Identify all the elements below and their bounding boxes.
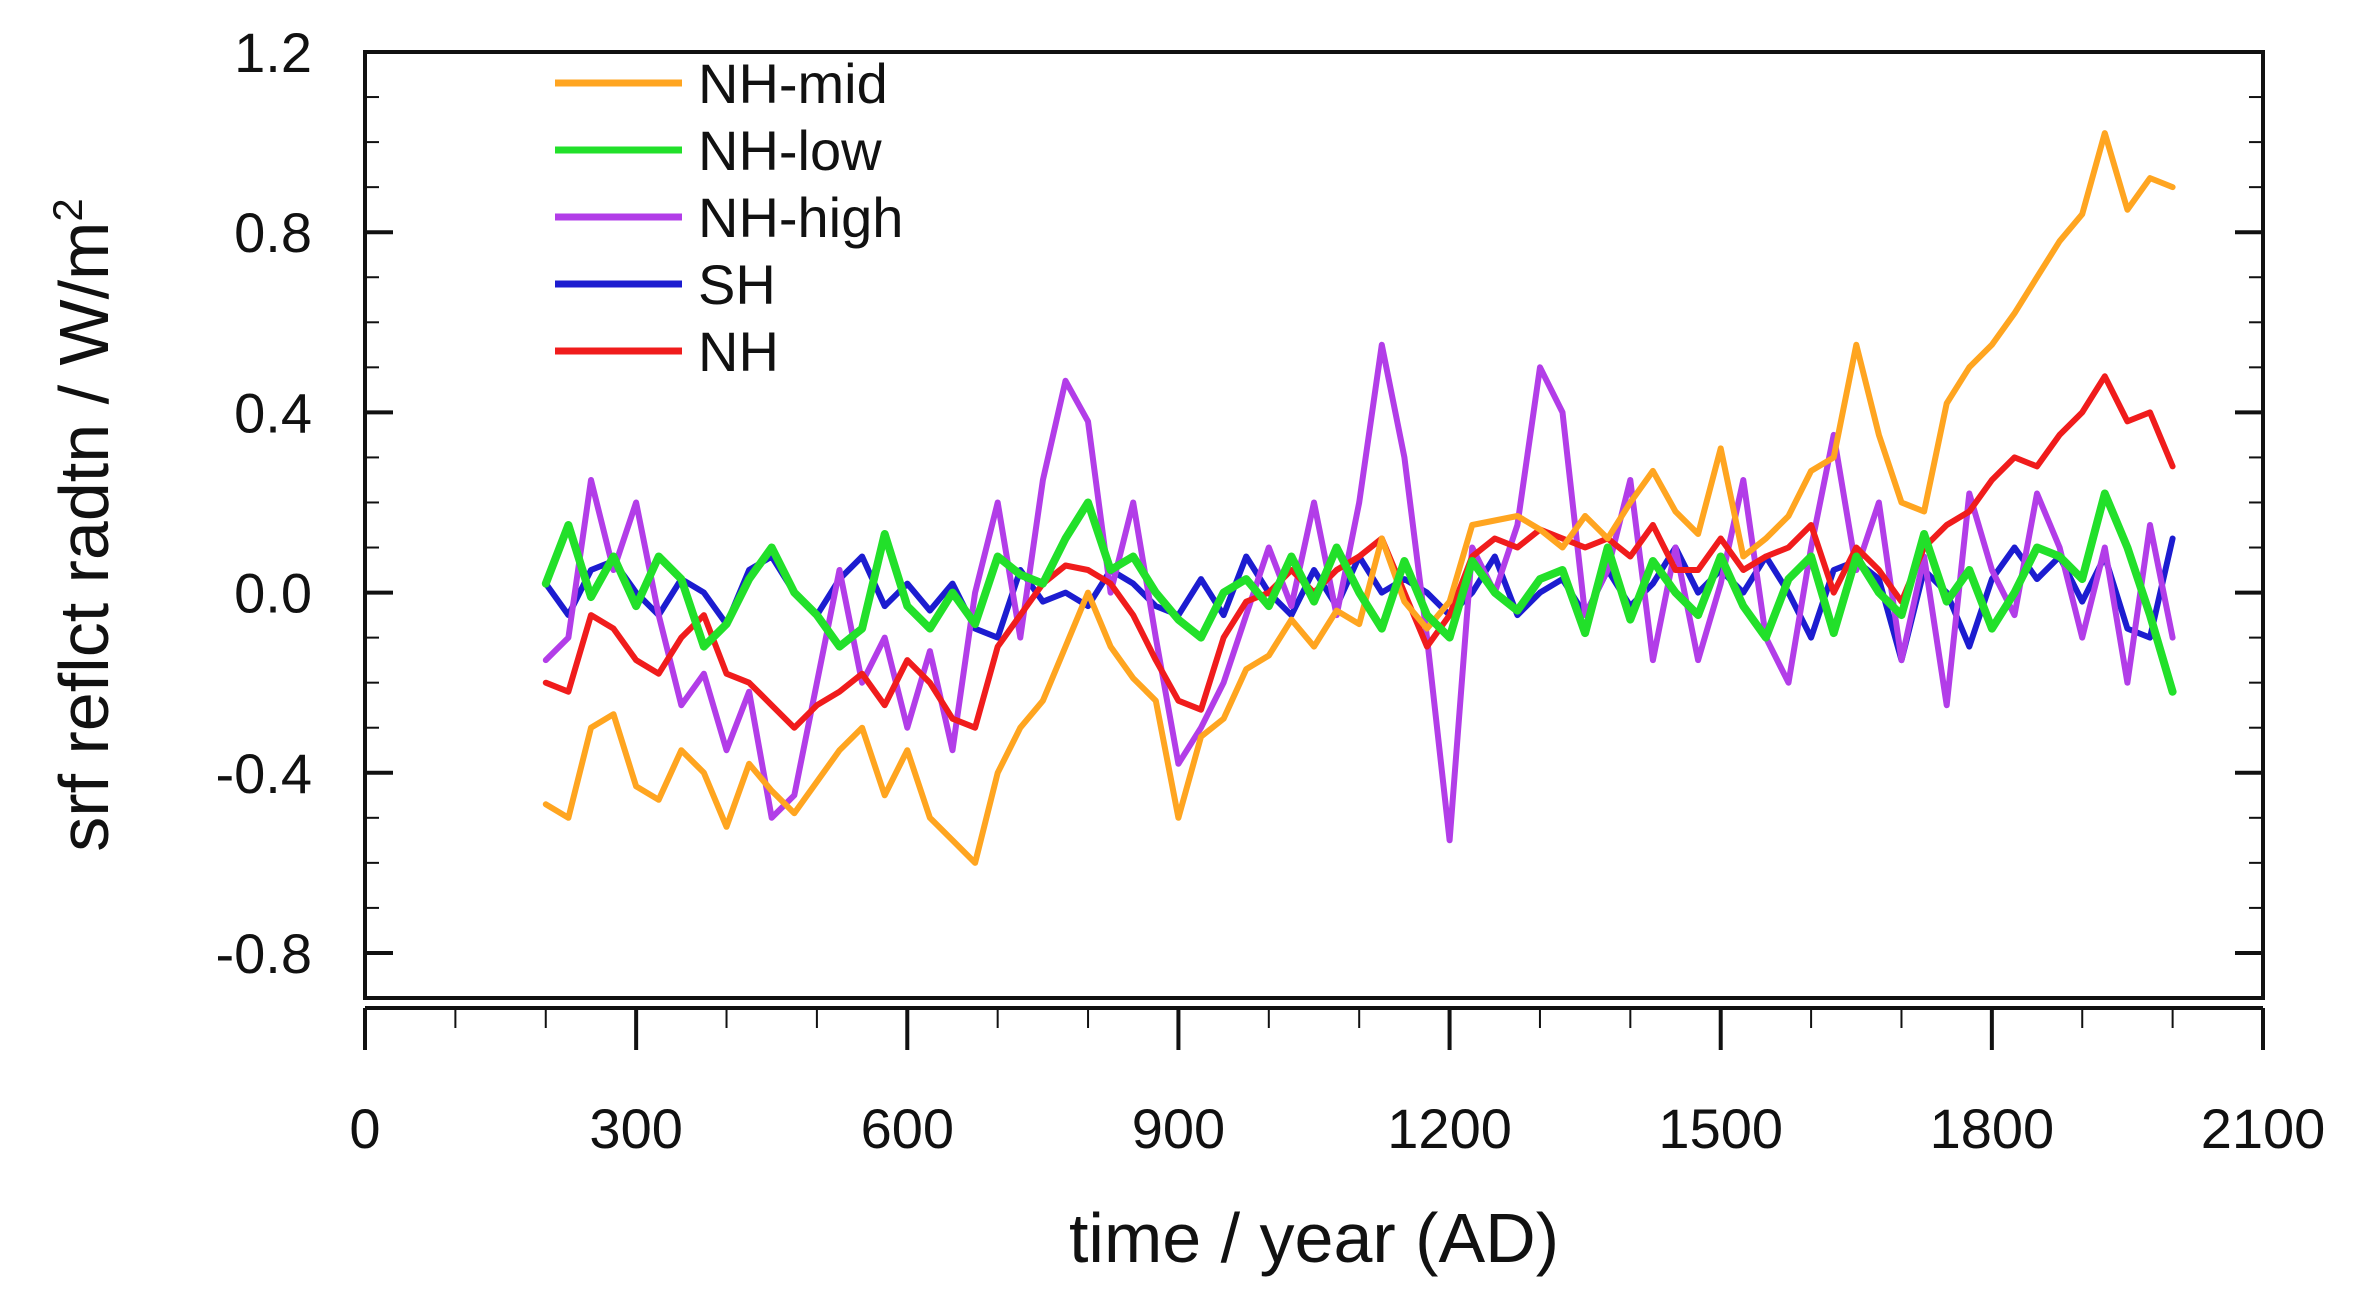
x-tick-label: 1500	[1658, 1097, 1783, 1160]
axis-ticks	[363, 50, 2265, 1050]
x-tick-label: 1200	[1387, 1097, 1512, 1160]
legend-label-sh: SH	[698, 253, 776, 316]
legend-label-nh: NH	[698, 320, 779, 383]
x-axis-title: time / year (AD)	[1069, 1199, 1559, 1277]
y-tick-labels: -0.8 -0.4 0.0 0.4 0.8 1.2	[216, 21, 313, 985]
legend-label-nh-high: NH-high	[698, 186, 903, 249]
x-tick-label: 0	[349, 1097, 380, 1160]
x-tick-labels: 0 300 600 900 1200 1500 1800 2100	[349, 1097, 2325, 1160]
y-tick-label: 0.8	[234, 201, 312, 264]
y-axis-title: srf reflct radtn / W/m2	[44, 198, 123, 851]
y-tick-label: 1.2	[234, 21, 312, 84]
plot-frame	[363, 50, 2265, 1000]
y-axis-title-main: srf reflct radtn / W/m	[45, 222, 123, 852]
series-line-nh-high	[542, 341, 2176, 844]
y-tick-label: 0.0	[234, 562, 312, 625]
y-tick-label: -0.4	[216, 742, 313, 805]
y-tick-label: -0.8	[216, 922, 313, 985]
x-tick-label: 900	[1132, 1097, 1225, 1160]
x-tick-label: 2100	[2201, 1097, 2326, 1160]
series-line-nh-low	[541, 489, 2177, 696]
legend-label-nh-low: NH-low	[698, 119, 882, 182]
legend-label-nh-mid: NH-mid	[698, 52, 888, 115]
x-tick-label: 1800	[1930, 1097, 2055, 1160]
y-axis-title-superscript: 2	[44, 198, 91, 221]
series-lines	[541, 130, 2177, 866]
y-tick-label: 0.4	[234, 381, 312, 444]
series-line-nh-mid	[542, 130, 2176, 866]
x-tick-label: 600	[861, 1097, 954, 1160]
x-tick-label: 300	[589, 1097, 682, 1160]
